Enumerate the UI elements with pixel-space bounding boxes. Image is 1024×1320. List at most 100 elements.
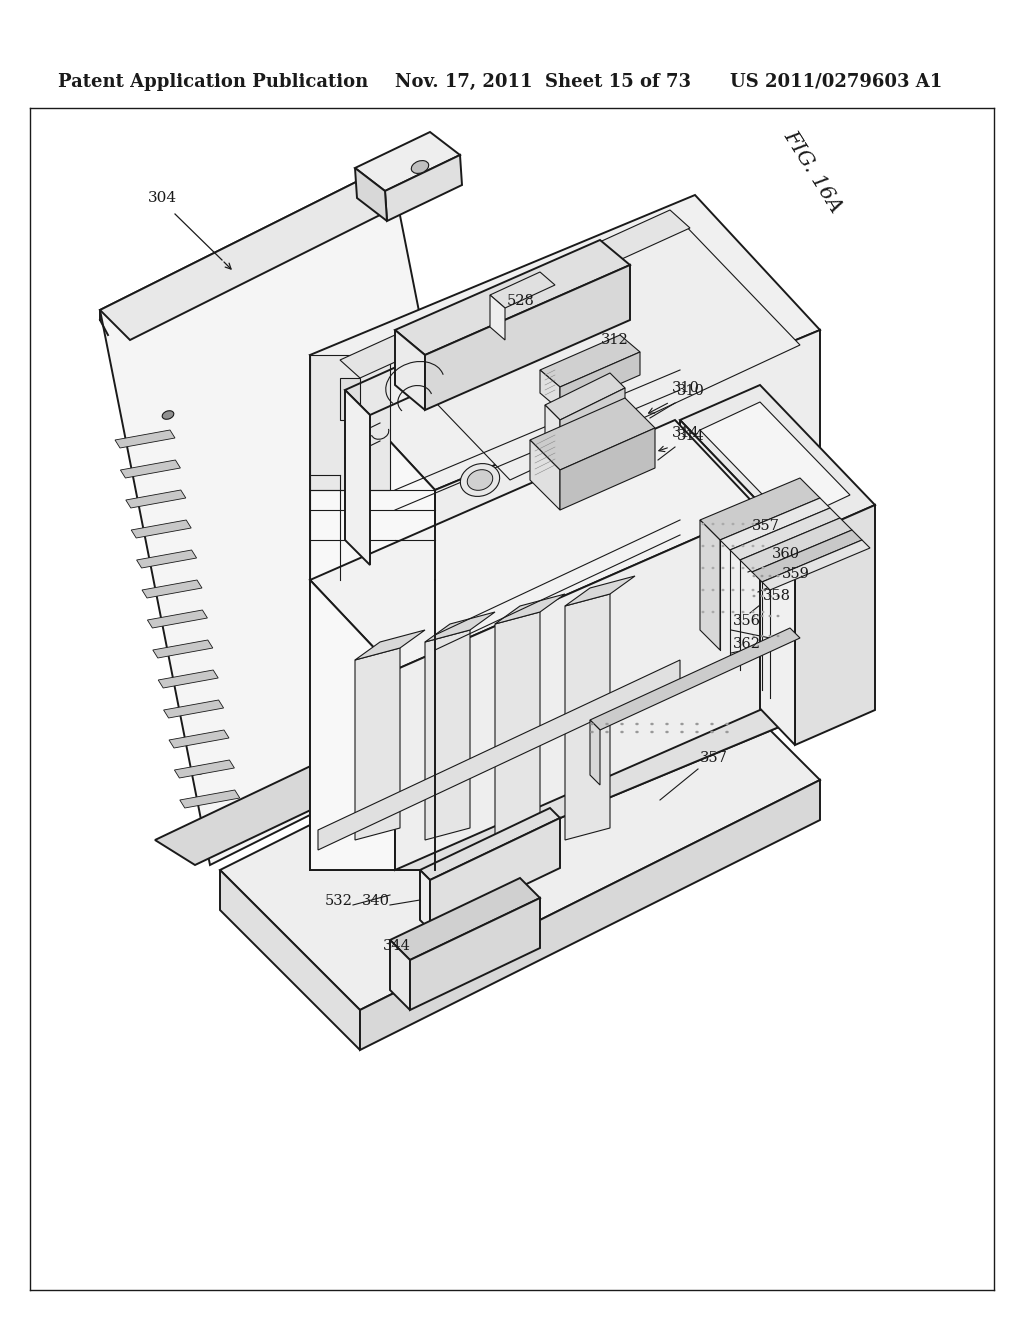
Ellipse shape	[412, 161, 429, 173]
Polygon shape	[560, 388, 625, 455]
Text: Nov. 17, 2011  Sheet 15 of 73: Nov. 17, 2011 Sheet 15 of 73	[395, 73, 691, 91]
Polygon shape	[762, 540, 870, 590]
Ellipse shape	[695, 723, 698, 725]
Ellipse shape	[753, 615, 756, 618]
Ellipse shape	[712, 611, 715, 614]
Polygon shape	[360, 780, 820, 1049]
Ellipse shape	[461, 463, 500, 496]
Polygon shape	[142, 579, 202, 598]
Polygon shape	[131, 520, 191, 539]
Ellipse shape	[680, 731, 684, 733]
Ellipse shape	[695, 731, 698, 733]
Ellipse shape	[722, 545, 725, 548]
Polygon shape	[180, 789, 240, 808]
Ellipse shape	[701, 566, 705, 569]
Polygon shape	[115, 430, 175, 447]
Polygon shape	[730, 508, 840, 560]
Polygon shape	[720, 498, 830, 550]
Polygon shape	[490, 294, 505, 341]
Ellipse shape	[722, 611, 725, 614]
Polygon shape	[100, 165, 420, 341]
Text: 344: 344	[383, 939, 411, 953]
Polygon shape	[795, 506, 874, 744]
Polygon shape	[174, 760, 234, 777]
Polygon shape	[100, 165, 500, 865]
Ellipse shape	[776, 635, 779, 638]
Polygon shape	[390, 878, 540, 960]
Polygon shape	[385, 154, 462, 220]
Ellipse shape	[666, 731, 669, 733]
Polygon shape	[540, 370, 560, 411]
Polygon shape	[147, 610, 208, 628]
Ellipse shape	[776, 615, 779, 618]
Ellipse shape	[701, 611, 705, 614]
Ellipse shape	[590, 731, 594, 733]
Polygon shape	[355, 648, 400, 840]
Ellipse shape	[731, 589, 734, 591]
Text: 528: 528	[507, 294, 535, 308]
Polygon shape	[395, 510, 760, 870]
Polygon shape	[700, 478, 820, 540]
Ellipse shape	[621, 723, 624, 725]
Polygon shape	[565, 594, 610, 840]
Polygon shape	[355, 630, 425, 660]
Polygon shape	[545, 405, 560, 455]
Ellipse shape	[741, 611, 744, 614]
Polygon shape	[420, 808, 560, 880]
Polygon shape	[310, 355, 390, 490]
Polygon shape	[310, 355, 435, 870]
Text: FIG. 16A: FIG. 16A	[780, 127, 846, 216]
Ellipse shape	[731, 566, 734, 569]
Ellipse shape	[762, 589, 765, 591]
Polygon shape	[425, 630, 470, 840]
Ellipse shape	[741, 523, 744, 525]
Polygon shape	[752, 531, 862, 582]
Polygon shape	[220, 640, 820, 1010]
Ellipse shape	[711, 731, 714, 733]
Ellipse shape	[725, 731, 729, 733]
Polygon shape	[590, 628, 800, 730]
Ellipse shape	[752, 611, 755, 614]
Ellipse shape	[731, 523, 734, 525]
Polygon shape	[318, 660, 680, 850]
Ellipse shape	[752, 566, 755, 569]
Polygon shape	[340, 210, 690, 378]
Polygon shape	[540, 335, 640, 387]
Text: 310: 310	[672, 381, 699, 395]
Polygon shape	[340, 378, 360, 420]
Polygon shape	[490, 272, 555, 308]
Ellipse shape	[762, 566, 765, 569]
Ellipse shape	[731, 611, 734, 614]
Ellipse shape	[650, 731, 653, 733]
Polygon shape	[390, 940, 410, 1010]
Polygon shape	[420, 870, 430, 931]
Polygon shape	[700, 403, 850, 523]
Ellipse shape	[762, 523, 765, 525]
Ellipse shape	[722, 523, 725, 525]
Ellipse shape	[725, 723, 729, 725]
Ellipse shape	[722, 566, 725, 569]
Polygon shape	[164, 700, 223, 718]
Polygon shape	[153, 640, 213, 657]
Ellipse shape	[761, 635, 764, 638]
Ellipse shape	[761, 615, 764, 618]
Polygon shape	[310, 420, 760, 671]
Polygon shape	[425, 265, 630, 411]
Polygon shape	[590, 719, 600, 785]
Text: 358: 358	[763, 589, 791, 603]
Ellipse shape	[768, 635, 771, 638]
Polygon shape	[740, 517, 852, 572]
Polygon shape	[355, 132, 460, 191]
Ellipse shape	[590, 723, 594, 725]
Ellipse shape	[650, 723, 653, 725]
Text: Patent Application Publication: Patent Application Publication	[58, 73, 369, 91]
Ellipse shape	[768, 574, 771, 577]
Ellipse shape	[666, 723, 669, 725]
Polygon shape	[121, 459, 180, 478]
Polygon shape	[680, 385, 874, 540]
Polygon shape	[390, 220, 800, 480]
Polygon shape	[495, 612, 540, 840]
Ellipse shape	[712, 589, 715, 591]
Ellipse shape	[621, 731, 624, 733]
Ellipse shape	[722, 589, 725, 591]
